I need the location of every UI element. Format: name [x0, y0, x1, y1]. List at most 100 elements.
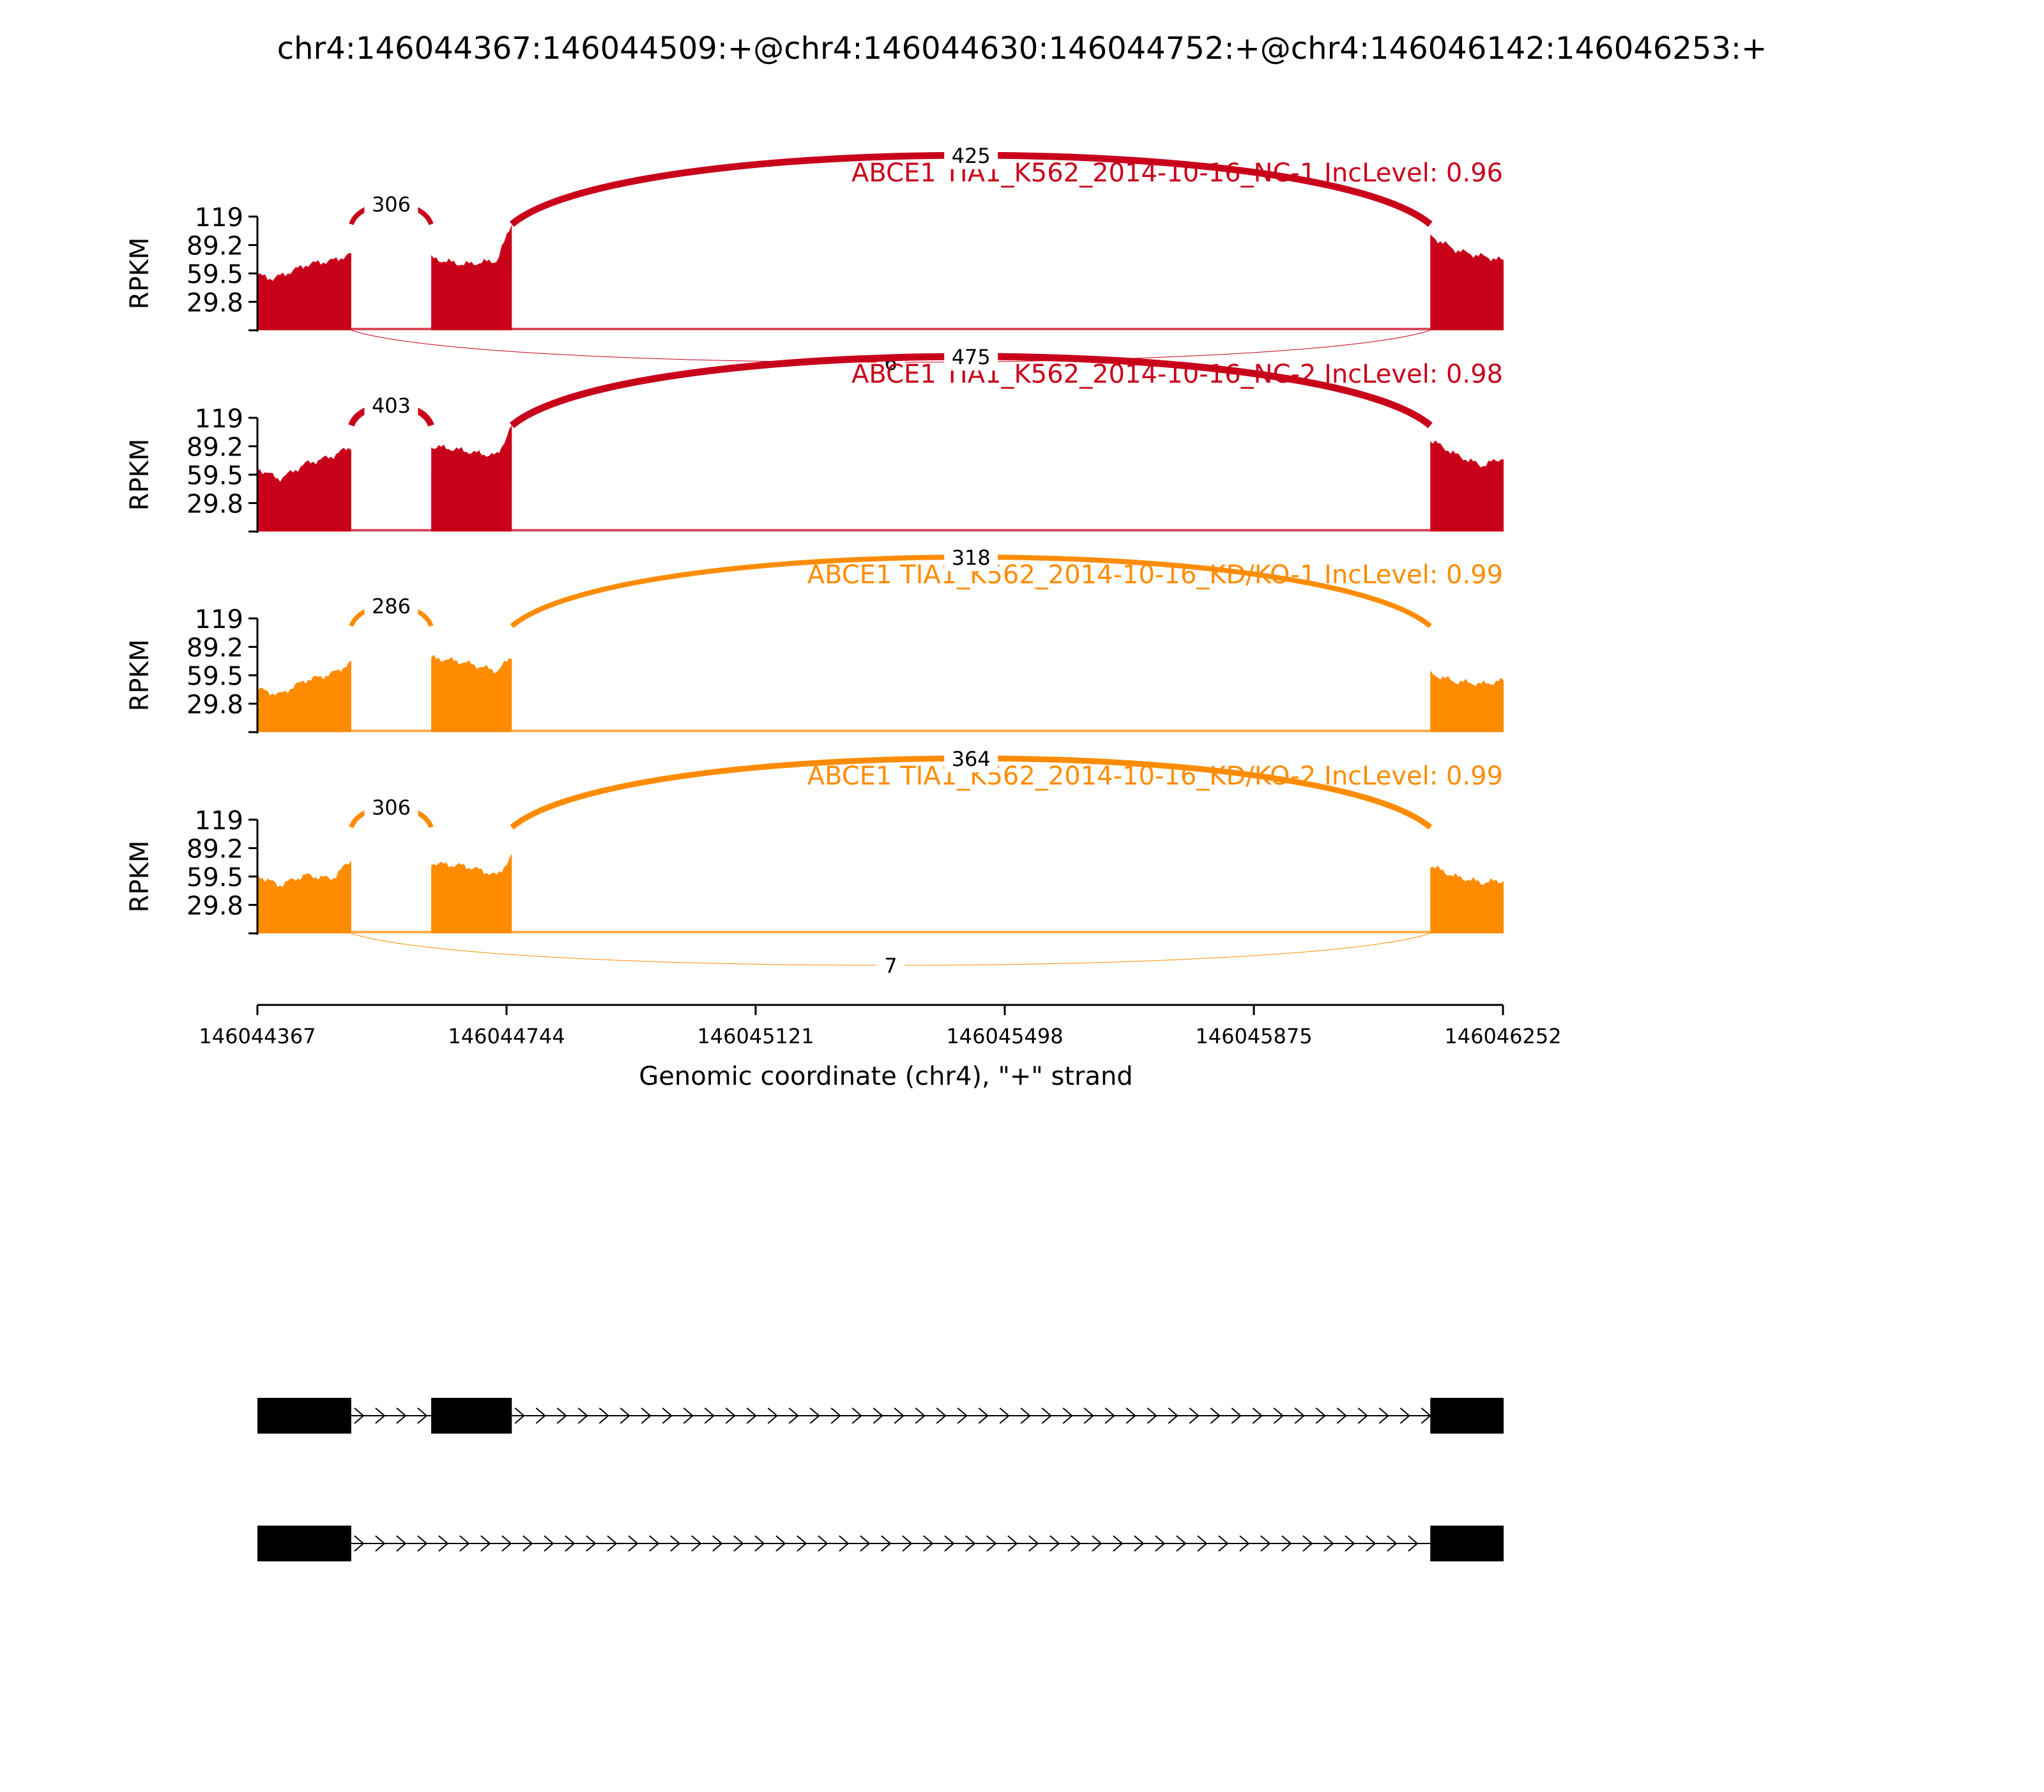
strand-arrow [1345, 1535, 1355, 1552]
strand-arrow [1104, 1407, 1115, 1424]
strand-arrow [1400, 1407, 1410, 1424]
y-tick-label: 119 [195, 605, 243, 634]
y-tick-label: 29.8 [187, 489, 243, 519]
y-tick-label: 59.5 [187, 260, 243, 289]
exon-coverage-area [1430, 670, 1504, 732]
y-tick-label: 89.2 [187, 232, 243, 261]
strand-arrow [986, 1535, 997, 1552]
exon-coverage-area [431, 853, 512, 933]
strand-arrow [1218, 1535, 1229, 1552]
strand-arrow [733, 1535, 744, 1552]
y-axis-label: RPKM [125, 439, 155, 511]
strand-arrow [1147, 1407, 1157, 1424]
strand-arrow [830, 1407, 841, 1424]
junction-count-label: 403 [372, 394, 411, 418]
exon-coverage-area [431, 654, 512, 732]
strand-arrow [797, 1535, 807, 1552]
x-axis-label: Genomic coordinate (chr4), "+" strand [639, 1062, 1133, 1091]
junction-count-label: 7 [884, 954, 897, 978]
strand-arrow [1210, 1407, 1221, 1424]
y-tick-label: 119 [195, 806, 243, 836]
strand-arrow [1062, 1407, 1073, 1424]
strand-arrow [641, 1407, 652, 1424]
strand-arrow [683, 1407, 694, 1424]
strand-arrow [788, 1407, 799, 1424]
y-tick-label: 29.8 [187, 690, 243, 719]
strand-arrow [894, 1407, 904, 1424]
junction-count-label: 475 [952, 345, 991, 369]
isoform-track [257, 1398, 1504, 1434]
strand-arrow [354, 1407, 365, 1424]
strand-arrow [1113, 1535, 1124, 1552]
y-tick-label: 59.5 [187, 461, 243, 491]
strand-arrow [881, 1535, 892, 1552]
strand-arrow [514, 1407, 525, 1424]
y-tick-label: 59.5 [187, 662, 243, 691]
strand-arrow [999, 1407, 1010, 1424]
strand-arrow [978, 1407, 989, 1424]
strand-arrow [1007, 1535, 1018, 1552]
strand-arrow [607, 1535, 618, 1552]
junction-count-label: 425 [952, 144, 991, 168]
strand-arrow [1125, 1407, 1136, 1424]
y-axis-label: RPKM [125, 841, 155, 913]
strand-arrow [1028, 1535, 1039, 1552]
strand-arrow [501, 1535, 512, 1552]
strand-arrow [1315, 1407, 1326, 1424]
strand-arrow [851, 1407, 862, 1424]
strand-arrow [649, 1535, 660, 1552]
strand-arrow [936, 1407, 947, 1424]
strand-arrow [544, 1535, 554, 1552]
junction-count-label: 286 [372, 594, 411, 618]
chart-title: chr4:146044367:146044509:+@chr4:14604463… [277, 31, 1767, 66]
y-tick-label: 59.5 [187, 863, 243, 892]
strand-arrow [535, 1407, 546, 1424]
strand-arrow [586, 1535, 597, 1552]
junction-count-label: 306 [372, 795, 411, 820]
y-tick-label: 29.8 [187, 288, 243, 318]
strand-arrow [662, 1407, 673, 1424]
junction-label-bg [364, 190, 418, 218]
exon-coverage-area [431, 224, 512, 330]
strand-arrow [565, 1535, 576, 1552]
intron-coverage [512, 328, 1431, 330]
exon-coverage-area [257, 661, 351, 732]
strand-arrow [480, 1535, 491, 1552]
strand-arrow [1260, 1535, 1271, 1552]
exon-block [1430, 1398, 1504, 1434]
x-axis: 146044367 146044744 146045121 146045498 1460… [199, 1004, 1562, 1048]
strand-arrow [620, 1407, 630, 1424]
strand-arrow [1197, 1535, 1208, 1552]
strand-arrow [965, 1535, 976, 1552]
strand-arrow [1408, 1535, 1419, 1552]
strand-arrow [396, 1407, 407, 1424]
strand-arrow [1387, 1535, 1398, 1552]
strand-arrow [1231, 1407, 1242, 1424]
junction-label-bg [364, 793, 418, 821]
strand-arrow [839, 1535, 850, 1552]
intron-coverage [351, 730, 432, 732]
strand-arrow [417, 1407, 428, 1424]
y-tick-label: 119 [195, 404, 243, 434]
strand-arrow [818, 1535, 828, 1552]
strand-arrow [1041, 1407, 1052, 1424]
junction-label-bg [876, 348, 905, 376]
exon-coverage-area [1430, 865, 1504, 933]
junction-label-bg [364, 391, 418, 419]
x-tick-label: 146046252 [1444, 1024, 1561, 1048]
exon-block [1430, 1526, 1504, 1561]
x-tick-label: 146045121 [697, 1024, 814, 1048]
strand-arrow [396, 1535, 407, 1552]
y-axis-label: RPKM [125, 238, 155, 310]
strand-arrow [1252, 1407, 1263, 1424]
junction-label-bg [944, 543, 998, 571]
isoform-track [257, 1526, 1504, 1561]
strand-arrow [1049, 1535, 1060, 1552]
strand-arrow [417, 1535, 428, 1552]
strand-arrow [902, 1535, 913, 1552]
strand-arrow [599, 1407, 609, 1424]
